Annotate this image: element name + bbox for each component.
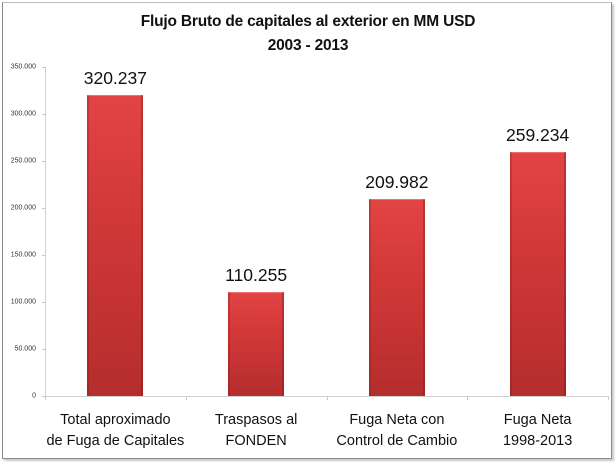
y-tick-label: 50.000 [14,345,36,353]
chart-title: Flujo Bruto de capitales al exterior en … [140,13,476,30]
x-tick-mark [467,396,469,400]
chart-subtitle: 2003 - 2013 [267,37,349,54]
y-tick-mark [42,161,46,162]
bar [368,198,425,396]
bar-value-label: 320.237 [83,67,147,88]
bar-value-label: 110.255 [225,265,288,286]
bar [87,94,144,396]
y-tick-label: 300.000 [10,110,36,118]
y-tick-mark [42,396,46,397]
y-tick-label: 150.000 [10,251,36,259]
y-tick-mark [42,208,46,209]
x-tick-mark [45,396,46,400]
category-label: Fuga Neta 1998-2013 [502,412,573,449]
bar-value-label: 209.982 [365,171,429,192]
y-tick-label: 200.000 [10,204,36,212]
y-tick-label: 100.000 [10,298,36,306]
y-axis [45,67,46,397]
bar [509,152,566,396]
y-tick-mark [42,114,46,115]
bar [228,292,285,396]
y-tick-label: 250.000 [10,157,36,165]
category-label: Traspasos al FONDEN [214,412,298,449]
y-tick-mark [42,302,46,303]
y-tick-mark [42,255,46,256]
y-tick-mark [42,349,46,350]
y-tick-mark [42,67,46,68]
y-tick-label: 0 [32,392,36,400]
x-tick-mark [326,396,328,400]
category-label: Total aproximado de Fuga de Capitales [46,412,185,449]
x-tick-mark [608,396,609,400]
y-tick-label: 350.000 [10,63,36,71]
bar-value-label: 259.234 [505,125,570,146]
x-tick-mark [185,396,187,400]
category-label: Fuga Neta con Control de Cambio [336,412,458,449]
